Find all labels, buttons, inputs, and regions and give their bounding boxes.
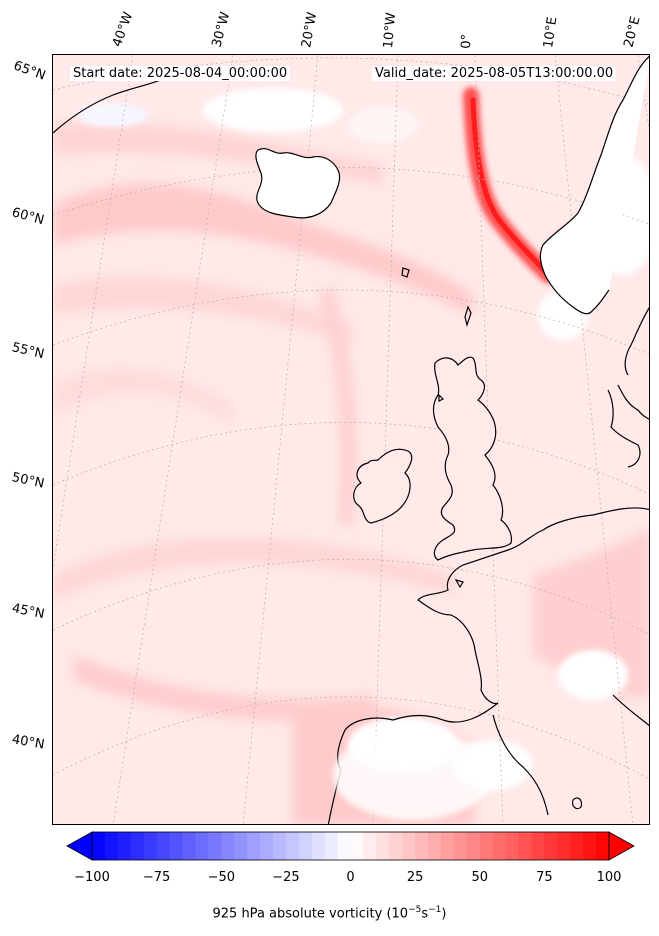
colorbar-segment [453,832,468,860]
colorbar-segment [156,832,171,860]
colorbar-segment [221,832,235,860]
colorbar-label-text: 925 hPa absolute vorticity (10 [212,906,409,922]
colorbar-segment [337,832,351,860]
colorbar-segment [415,832,429,860]
colorbar-tick-m50: −50 [207,870,236,885]
colorbar-label-close: ) [441,906,447,922]
colorbar-segment [247,832,261,860]
colorbar-extend-max [608,831,635,861]
colorbar-segment [596,832,610,860]
colorbar-segment [195,832,209,860]
vorticity-map [53,55,649,824]
colorbar-segment [104,832,119,860]
colorbar-segment [92,832,106,860]
colorbar-segment [531,832,545,860]
colorbar-segments [92,832,610,860]
colorbar-segment [544,832,558,860]
lat-label-65n: 65°N [11,58,48,84]
colorbar-segment [169,832,183,860]
colorbar-tick-75: 75 [536,870,553,885]
colorbar-segment [311,832,326,860]
colorbar-segment [298,832,313,860]
lon-label-10w: 10°W [381,11,400,49]
colorbar-label: 925 hPa absolute vorticity (10−5s−1) [0,905,659,921]
map-panel [52,54,650,825]
colorbar-segment [428,832,442,860]
colorbar-tick-100: 100 [596,870,622,885]
colorbar-segment [324,832,339,860]
colorbar-segment [583,832,597,860]
colorbar-segment [117,832,132,860]
colorbar-label-exp1: −5 [408,905,422,915]
colorbar-tick-0: 0 [346,870,355,885]
lat-label-60n: 60°N [10,205,46,229]
colorbar-segment [466,832,481,860]
colorbar-segment [518,832,532,860]
lat-label-40n: 40°N [10,732,46,753]
lon-label-20e: 20°E [621,15,644,49]
colorbar-segment [440,832,455,860]
colorbar-segment [363,832,377,860]
colorbar-tick-m75: −75 [142,870,171,885]
colorbar-segment [350,832,364,860]
colorbar-segment [260,832,274,860]
colorbar-segment [570,832,584,860]
colorbar-segment [557,832,571,860]
colorbar-segment [208,832,222,860]
colorbar-segment [143,832,158,860]
colorbar-segment [376,832,390,860]
lat-label-50n: 50°N [10,470,46,492]
colorbar-tick-25: 25 [406,870,424,885]
colorbar-segment [479,832,494,860]
lon-label-0: 0° [459,33,475,49]
lat-label-45n: 45°N [10,601,46,623]
colorbar-segment [272,832,287,860]
lat-label-55n: 55°N [10,340,46,363]
valid-date-label: Valid_date: 2025-08-05T13:00:00.00 [372,66,617,81]
lon-label-20w: 20°W [299,11,321,50]
colorbar-segment [402,832,416,860]
colorbar-segment [182,832,196,860]
colorbar-label-exp2: −1 [428,905,442,915]
lon-label-10e: 10°E [541,15,561,49]
colorbar-tick-m25: −25 [272,870,300,885]
colorbar-segment [130,832,145,860]
colorbar-label-unit: s [421,906,429,922]
lon-label-40w: 40°W [109,10,137,49]
colorbar-segment [492,832,507,860]
iberia-calm-area [333,730,493,820]
colorbar-tick-m100: −100 [74,870,110,885]
colorbar-segment [285,832,300,860]
colorbar-tick-50: 50 [471,870,489,885]
colorbar-segment [389,832,403,860]
colorbar-segment [505,832,520,860]
colorbar-extend-min [66,831,93,861]
coastlines [53,56,649,824]
colorbar-outline [91,831,610,861]
start-date-label: Start date: 2025-08-04_00:00:00 [70,66,291,81]
colorbar-segment [234,832,248,860]
lon-label-30w: 30°W [209,10,234,49]
